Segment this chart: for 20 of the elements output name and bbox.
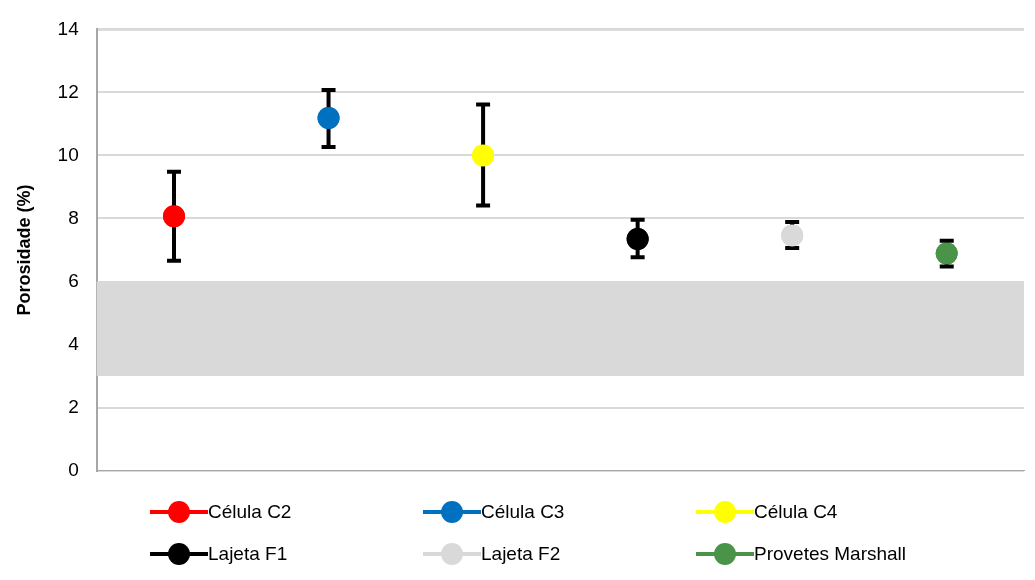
y-tick-label: 2 xyxy=(68,395,79,417)
y-tick-label: 0 xyxy=(68,458,79,480)
y-axis-title: Porosidade (%) xyxy=(13,184,34,316)
legend-label: Célula C3 xyxy=(481,501,565,523)
point xyxy=(781,224,804,247)
point xyxy=(163,205,186,228)
legend-label: Célula C2 xyxy=(208,501,292,523)
point xyxy=(626,227,649,250)
y-tick-label: 10 xyxy=(57,143,79,165)
legend-label: Provetes Marshall xyxy=(754,543,907,565)
y-tick-label: 8 xyxy=(68,206,79,228)
y-tick-label: 6 xyxy=(68,269,79,291)
y-tick-label: 12 xyxy=(57,80,79,102)
y-tick-label: 4 xyxy=(68,332,80,354)
point xyxy=(317,106,340,129)
legend-label: Célula C4 xyxy=(754,501,838,523)
legend-label: Lajeta F1 xyxy=(208,543,288,565)
y-tick-label: 14 xyxy=(57,17,80,39)
legend-label: Lajeta F2 xyxy=(481,543,561,565)
point xyxy=(472,144,495,167)
